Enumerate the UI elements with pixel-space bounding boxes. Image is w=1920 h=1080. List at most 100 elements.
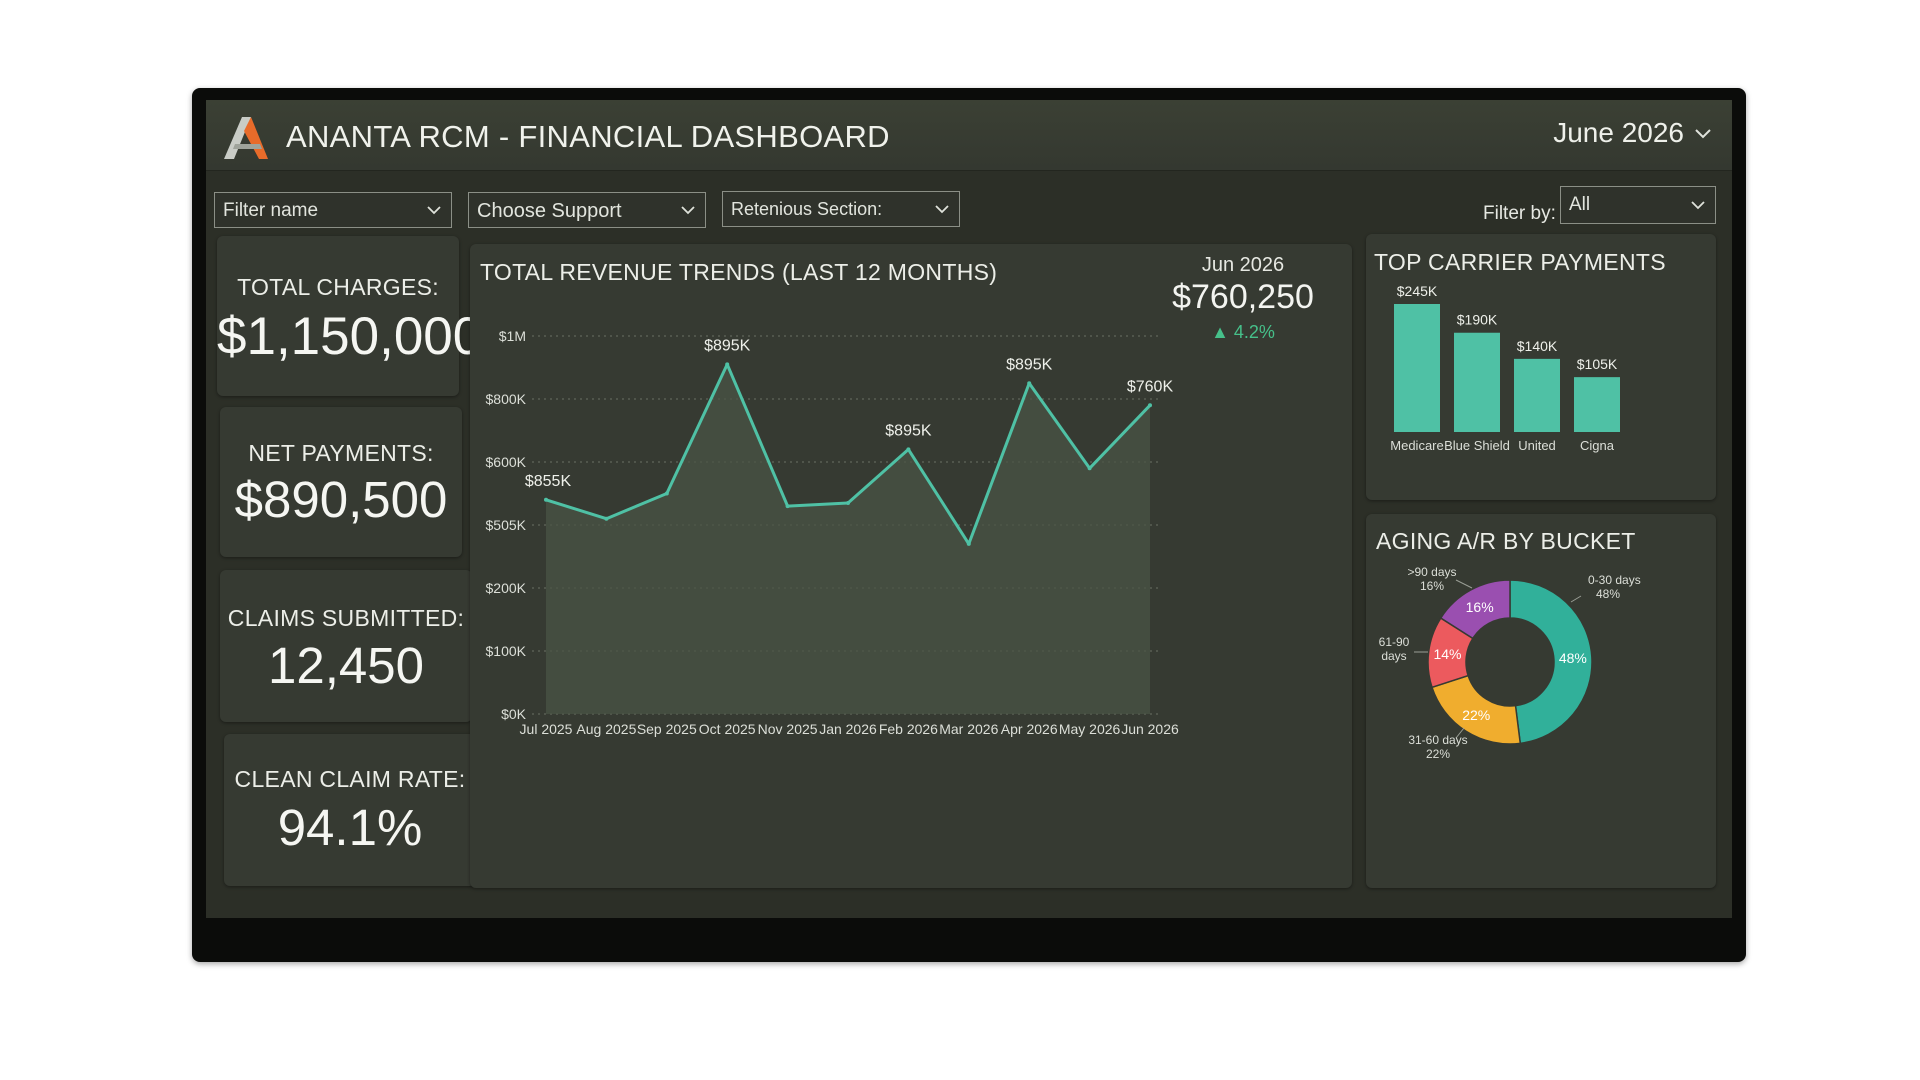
ananta-logo-icon [224,117,268,159]
retention-section-dropdown[interactable]: Retenious Section: [722,191,960,227]
bar [1514,358,1560,432]
period-selector[interactable]: June 2026 [1553,117,1684,148]
kpi-label: TOTAL CHARGES: [237,274,439,300]
slice-percent-label: 14% [1433,646,1461,662]
slice-bucket-label: 31-60 days [1408,733,1467,747]
bar-value-label: $245K [1397,283,1438,299]
y-tick-label: $505K [486,517,527,533]
carrier-bar-chart: $245K Medicare $190K Blue Shield $140K United… [1390,283,1620,453]
data-point [725,362,730,367]
kpi-value: $890,500 [234,471,448,528]
revenue-trend-chart: $0K $100K $200K $505K $600K $800K $1M Jul 2025 A… [486,328,1180,737]
filter-name-value: Filter name [223,200,319,221]
kpi-card-net-payments[interactable]: NET PAYMENTS: $890,500 [220,407,462,557]
current-revenue-value: $760,250 [1172,278,1314,316]
leader-line [1455,579,1473,589]
chevron-down-icon [935,205,949,214]
monitor-frame: ANANTA RCM - FINANCIAL DASHBOARD June 20… [192,88,1746,962]
data-point [906,447,911,452]
bar-value-label: $140K [1517,338,1558,354]
chevron-down-icon[interactable] [1692,122,1714,144]
y-tick-label: $200K [486,580,527,596]
kpi-label: NET PAYMENTS: [248,440,434,466]
revenue-panel-title: TOTAL REVENUE TRENDS (LAST 12 MONTHS) [480,259,998,285]
chevron-down-icon [427,206,441,215]
data-point [664,491,669,496]
slice-percent-label: 22% [1462,707,1490,723]
bar-value-label: $105K [1577,356,1618,372]
revenue-change-value: 4.2% [1233,322,1275,342]
bar [1454,332,1500,432]
slice-bucket-sublabel: days [1381,649,1406,663]
bar [1394,304,1440,432]
slice-bucket-sublabel: 22% [1426,747,1450,761]
kpi-label: CLAIMS SUBMITTED: [227,605,465,631]
kpi-card-clean-claim-rate[interactable]: CLEAN CLAIM RATE: 94.1% [224,734,476,886]
data-label: $895K [885,422,932,439]
title-bar: ANANTA RCM - FINANCIAL DASHBOARD June 20… [206,100,1732,171]
x-tick-label: Jan 2026 [819,721,877,737]
slice-bucket-sublabel: 48% [1596,587,1620,601]
slice-percent-label: 48% [1559,650,1587,666]
y-tick-label: $100K [486,643,527,659]
choose-support-dropdown[interactable]: Choose Support [468,192,706,228]
kpi-label: CLEAN CLAIM RATE: [234,766,466,792]
aging-panel-title: AGING A/R BY BUCKET [1376,528,1636,554]
filter-by-value: All [1569,194,1591,215]
x-tick-label: Jul 2025 [520,721,573,737]
donut-slice [1509,579,1593,745]
filter-by-label: Filter by: [1483,203,1556,224]
data-point [966,541,971,546]
bar-category-label: Medicare [1390,438,1443,453]
kpi-value: 94.1% [277,799,423,856]
trend-up-icon: ▲ [1211,322,1229,342]
x-tick-label: Aug 2025 [576,721,636,737]
current-month-label: Jun 2026 [1201,254,1285,276]
data-point [1027,381,1032,386]
revenue-trend-panel: TOTAL REVENUE TRENDS (LAST 12 MONTHS) Ju… [470,244,1352,888]
aging-ar-panel: AGING A/R BY BUCKET 48% 0-30 days 48% 22% 31… [1366,514,1716,888]
retention-section-value: Retenious Section: [731,199,883,219]
data-label: $895K [704,337,751,354]
slice-percent-label: 16% [1466,599,1494,615]
revenue-area [546,364,1150,714]
x-tick-label: May 2026 [1059,721,1121,737]
x-tick-label: Feb 2026 [879,721,938,737]
dashboard-screen: ANANTA RCM - FINANCIAL DASHBOARD June 20… [206,100,1732,918]
data-point [544,497,548,502]
bar [1574,377,1620,432]
y-tick-label: $600K [486,454,527,470]
carrier-payments-panel: TOP CARRIER PAYMENTS $245K Medicare $190K B… [1366,234,1716,500]
leader-line [1455,727,1465,739]
kpi-card-claims-submitted[interactable]: CLAIMS SUBMITTED: 12,450 [220,570,472,722]
y-tick-label: $800K [486,391,527,407]
data-label: $760K [1127,378,1174,395]
kpi-value: $1,150,000 [217,307,483,366]
filter-by-dropdown[interactable]: All [1560,186,1716,224]
leader-line [1570,595,1582,603]
bar-category-label: Blue Shield [1444,438,1510,453]
y-tick-label: $0K [501,706,527,722]
x-tick-label: Sep 2025 [637,721,697,737]
revenue-change: ▲ 4.2% [1178,322,1308,343]
bar-category-label: United [1518,438,1556,453]
app-title: ANANTA RCM - FINANCIAL DASHBOARD [286,119,890,154]
data-point [1087,466,1092,471]
slice-bucket-label: 61-90 [1379,635,1410,649]
x-tick-label: Nov 2025 [758,721,818,737]
filter-name-dropdown[interactable]: Filter name [214,192,452,228]
y-tick-label: $1M [499,328,526,344]
chevron-down-icon [1691,201,1705,210]
x-tick-label: Oct 2025 [699,721,756,737]
data-label: $855K [525,473,572,490]
slice-bucket-label: >90 days [1407,565,1456,579]
data-point [785,504,790,509]
carrier-panel-title: TOP CARRIER PAYMENTS [1374,249,1666,275]
chevron-down-icon [681,206,695,215]
kpi-card-total-charges[interactable]: TOTAL CHARGES: $1,150,000 [217,236,483,396]
kpi-value: 12,450 [268,637,424,694]
bar-category-label: Cigna [1580,438,1615,453]
donut-slice [1439,579,1511,640]
data-point [846,500,850,505]
